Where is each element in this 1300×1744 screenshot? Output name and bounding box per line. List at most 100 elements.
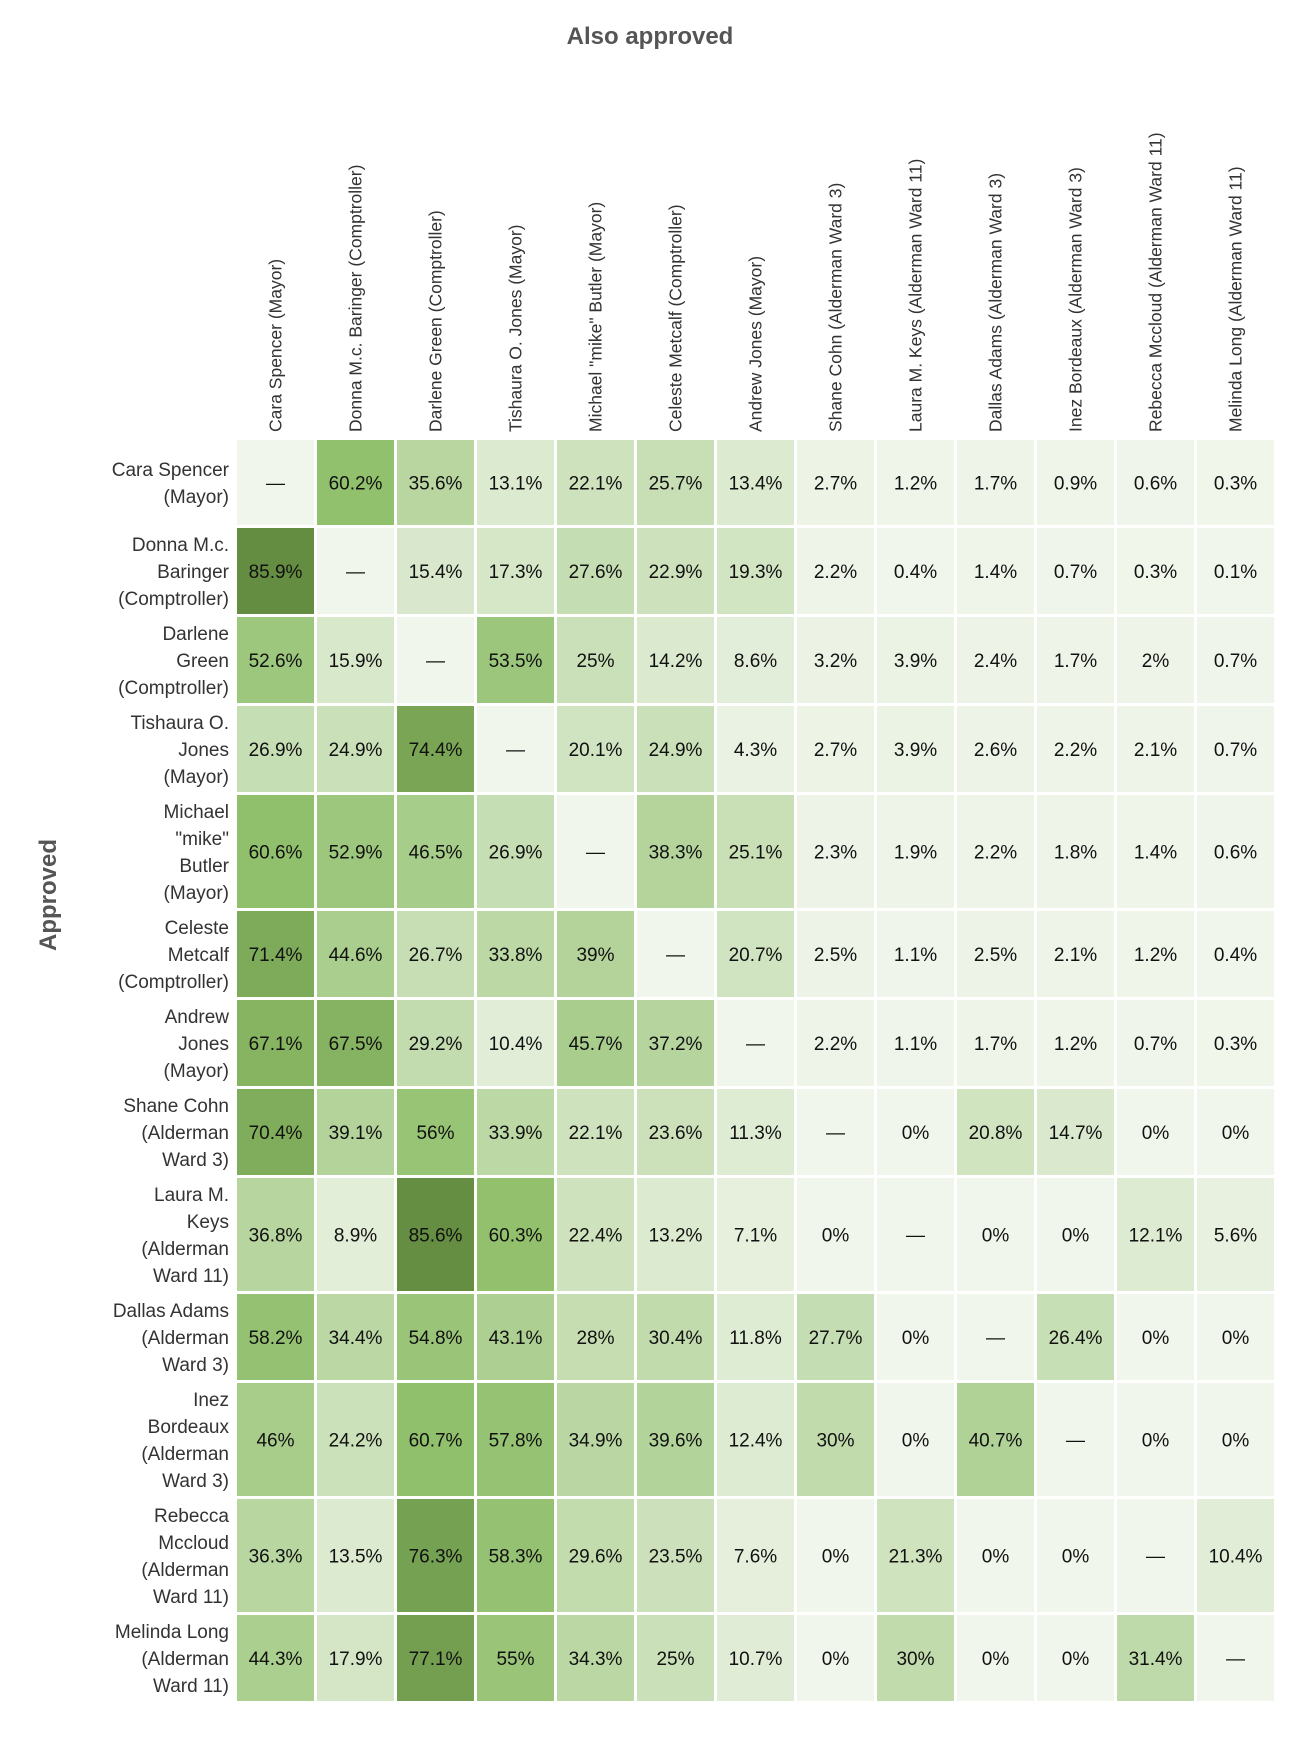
heatmap-cell: [1117, 911, 1194, 997]
heatmap-cell: [477, 1000, 554, 1086]
heatmap-cell: [1117, 617, 1194, 703]
cell-value-label: 52.6%: [249, 651, 303, 672]
row-label: Keys: [187, 1212, 229, 1233]
heatmap-cell: [477, 1383, 554, 1496]
heatmap-cell: [397, 1383, 474, 1496]
row-label: Cara Spencer: [112, 460, 230, 481]
cell-value-label: 0%: [822, 1226, 850, 1247]
row-label: Metcalf: [168, 945, 230, 966]
heatmap-cell: [557, 440, 634, 525]
cell-value-label: 13.1%: [489, 474, 543, 495]
cell-value-label: 26.7%: [409, 945, 463, 966]
heatmap-cell: [1037, 1383, 1114, 1496]
heatmap-cell: [237, 706, 314, 792]
cell-value-label: 0%: [982, 1649, 1010, 1670]
cell-value-label: 67.5%: [329, 1034, 383, 1055]
row-label: (Alderman: [141, 1239, 229, 1260]
heatmap-cell: [797, 1615, 874, 1701]
heatmap-cell: [1117, 706, 1194, 792]
heatmap-cell: [1197, 911, 1274, 997]
cell-value-label: 11.8%: [729, 1328, 782, 1349]
cell-value-label: 36.8%: [249, 1226, 303, 1247]
row-label: Ward 11): [153, 1676, 229, 1697]
row-label: Michael: [164, 802, 229, 823]
cell-value-label: 23.6%: [649, 1123, 703, 1144]
cell-value-label: 2.4%: [974, 651, 1017, 672]
heatmap-cell: [477, 528, 554, 614]
column-label: Andrew Jones (Mayor): [746, 256, 766, 432]
cell-value-label: —: [666, 945, 685, 966]
cell-value-label: 20.8%: [969, 1123, 1023, 1144]
cell-value-label: —: [986, 1328, 1005, 1349]
cell-value-label: 60.6%: [249, 843, 303, 864]
heatmap-cell: [637, 1383, 714, 1496]
cell-value-label: 0%: [1062, 1226, 1090, 1247]
column-label: Shane Cohn (Alderman Ward 3): [826, 183, 846, 432]
cell-value-label: —: [506, 740, 525, 761]
column-label: Rebecca Mccloud (Alderman Ward 11): [1146, 132, 1166, 432]
cell-value-label: 0%: [902, 1431, 930, 1452]
heatmap-cell: [877, 440, 954, 525]
heatmap-cell: [1197, 1178, 1274, 1291]
cell-value-label: 0%: [822, 1649, 850, 1670]
heatmap-cell: [397, 1499, 474, 1612]
heatmap-cell: [477, 1089, 554, 1175]
heatmap-cell: [1197, 528, 1274, 614]
cell-value-label: 0%: [1222, 1431, 1250, 1452]
row-label: Shane Cohn: [123, 1096, 229, 1117]
heatmap-cell: [637, 1000, 714, 1086]
heatmap-cell: [717, 617, 794, 703]
heatmap-cell: [637, 440, 714, 525]
column-label: Inez Bordeaux (Alderman Ward 3): [1066, 167, 1086, 432]
heatmap-cell: [317, 1089, 394, 1175]
heatmap-cell: [397, 1089, 474, 1175]
cell-value-label: 0%: [982, 1226, 1010, 1247]
cell-value-label: 2.7%: [814, 740, 857, 761]
heatmap-cell: [717, 1383, 794, 1496]
cell-value-label: —: [826, 1123, 845, 1144]
heatmap-cell: [877, 1615, 954, 1701]
heatmap-cell: [557, 1383, 634, 1496]
heatmap-cell: [1117, 795, 1194, 908]
cell-value-label: 3.9%: [894, 740, 937, 761]
heatmap-cell: [237, 911, 314, 997]
row-label: Melinda Long: [115, 1622, 229, 1643]
cell-value-label: 15.4%: [409, 562, 463, 583]
column-label: Melinda Long (Alderman Ward 11): [1226, 166, 1246, 432]
row-label: (Alderman: [141, 1444, 229, 1465]
cell-value-label: 21.3%: [889, 1547, 943, 1568]
cell-value-label: 0%: [1222, 1328, 1250, 1349]
cell-value-label: 0%: [822, 1547, 850, 1568]
cell-value-label: 0.1%: [1214, 562, 1257, 583]
cell-value-label: 71.4%: [249, 945, 303, 966]
heatmap-cell: [237, 440, 314, 525]
cell-value-label: 1.4%: [1134, 843, 1177, 864]
cell-value-label: 2.6%: [974, 740, 1017, 761]
row-label: (Mayor): [164, 1061, 229, 1082]
heatmap-cell: [397, 1000, 474, 1086]
cell-value-label: 0.4%: [894, 562, 937, 583]
cell-value-label: 1.2%: [1054, 1034, 1097, 1055]
cell-value-label: 17.3%: [489, 562, 543, 583]
cell-value-label: 27.7%: [809, 1328, 863, 1349]
heatmap-cell: [1037, 1499, 1114, 1612]
heatmap-cell: [637, 1178, 714, 1291]
cell-value-label: 19.3%: [729, 562, 783, 583]
heatmap-cell: [477, 617, 554, 703]
heatmap-cell: [1117, 1499, 1194, 1612]
heatmap-cell: [957, 795, 1034, 908]
heatmap-cell: [717, 1178, 794, 1291]
heatmap-cell: [877, 706, 954, 792]
heatmap-cell: [717, 1499, 794, 1612]
heatmap-cell: [877, 911, 954, 997]
row-label: (Alderman: [141, 1560, 229, 1581]
heatmap-cell: [637, 1294, 714, 1380]
heatmap-cell: [557, 911, 634, 997]
heatmap-cell: [1197, 706, 1274, 792]
row-label: Ward 11): [153, 1587, 229, 1608]
heatmap-cell: [717, 1294, 794, 1380]
cell-value-label: 55%: [496, 1649, 534, 1670]
cell-value-label: 30%: [896, 1649, 934, 1670]
cell-value-label: 2.1%: [1054, 945, 1097, 966]
